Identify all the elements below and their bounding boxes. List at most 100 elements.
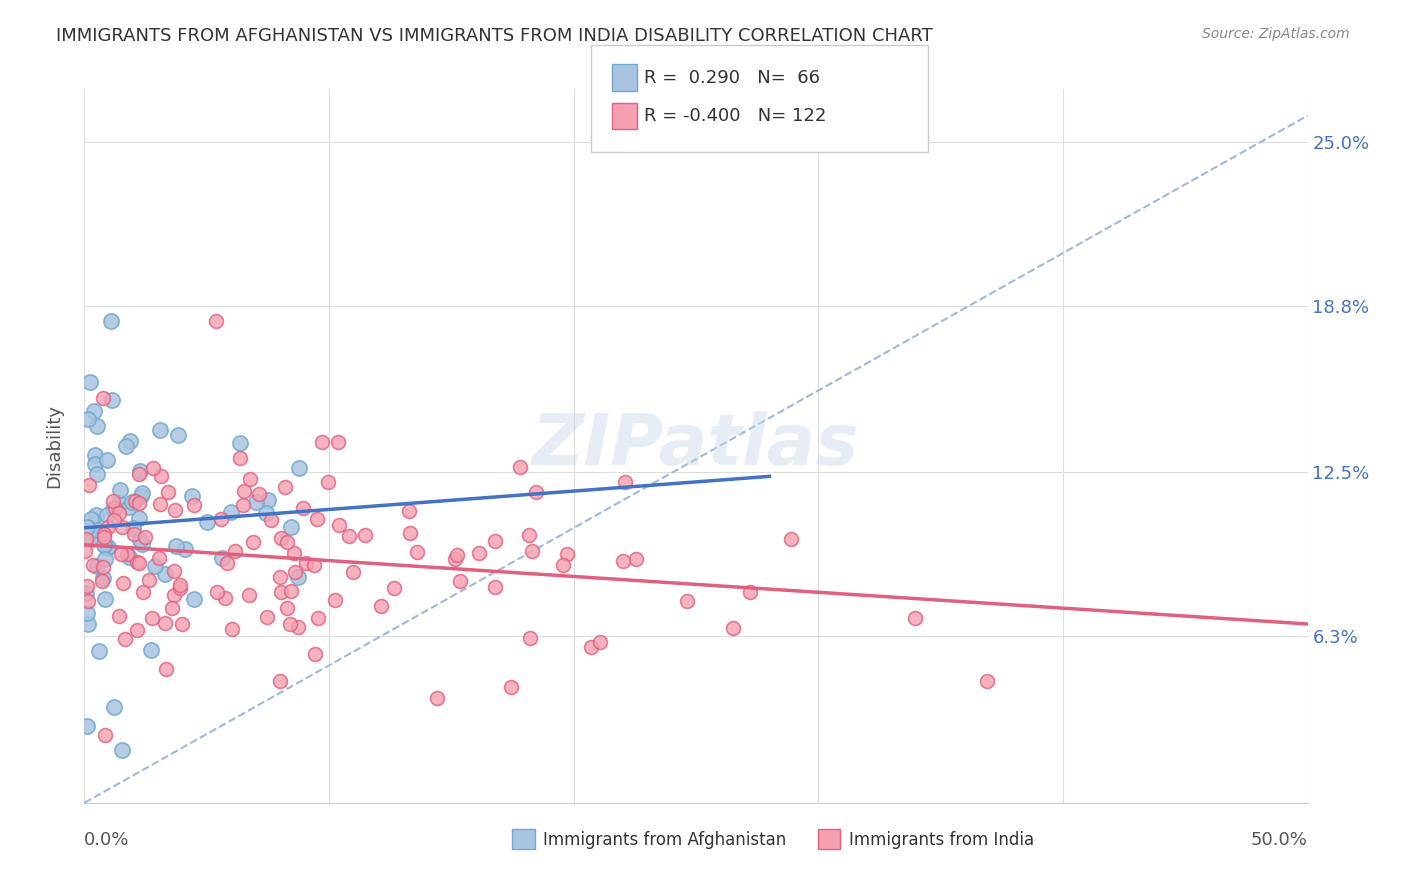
Immigrants from India: [519, 528, 541, 542]
Immigrants from India: [160, 601, 183, 615]
Immigrants from Afghanistan: [118, 500, 141, 515]
Immigrants from India: [626, 551, 648, 566]
Immigrants from India: [82, 558, 104, 572]
Immigrants from India: [284, 565, 307, 579]
Immigrants from Afghanistan: [87, 643, 110, 657]
Immigrants from India: [269, 570, 291, 584]
Immigrants from Afghanistan: [287, 461, 309, 475]
Immigrants from India: [589, 635, 612, 649]
Immigrants from Afghanistan: [149, 423, 172, 437]
Immigrants from India: [127, 623, 149, 637]
Immigrants from India: [229, 451, 252, 466]
Immigrants from India: [269, 673, 291, 688]
Immigrants from Afghanistan: [121, 521, 143, 535]
Text: Disability: Disability: [45, 404, 63, 488]
Immigrants from Afghanistan: [83, 457, 105, 471]
Immigrants from Afghanistan: [181, 489, 204, 503]
Immigrants from India: [75, 543, 97, 558]
Immigrants from India: [169, 581, 191, 595]
Immigrants from Afghanistan: [245, 495, 267, 509]
Immigrants from India: [449, 574, 471, 588]
Immigrants from Afghanistan: [83, 449, 105, 463]
Immigrants from Afghanistan: [129, 533, 152, 547]
Immigrants from India: [519, 631, 541, 645]
Immigrants from Afghanistan: [86, 418, 108, 433]
Immigrants from India: [328, 518, 350, 533]
Immigrants from India: [172, 617, 194, 632]
Immigrants from India: [128, 556, 150, 570]
Immigrants from India: [311, 435, 333, 450]
Immigrants from Afghanistan: [287, 570, 309, 584]
Immigrants from Afghanistan: [211, 551, 233, 566]
Immigrants from India: [307, 611, 329, 625]
FancyBboxPatch shape: [513, 830, 534, 849]
Immigrants from India: [509, 460, 531, 475]
Immigrants from India: [291, 501, 314, 516]
Immigrants from Afghanistan: [96, 541, 118, 555]
Immigrants from India: [307, 512, 329, 526]
Immigrants from India: [551, 558, 574, 572]
Immigrants from Afghanistan: [131, 485, 153, 500]
Immigrants from Afghanistan: [76, 606, 98, 620]
Immigrants from India: [276, 535, 298, 549]
Immigrants from Afghanistan: [254, 506, 277, 520]
Immigrants from Afghanistan: [165, 539, 187, 553]
Text: ZIPatlas: ZIPatlas: [533, 411, 859, 481]
Immigrants from Afghanistan: [86, 467, 108, 481]
Immigrants from Afghanistan: [86, 559, 108, 574]
Immigrants from India: [446, 548, 468, 562]
Immigrants from India: [141, 611, 163, 625]
Immigrants from India: [148, 551, 170, 566]
Immigrants from Afghanistan: [143, 558, 166, 573]
Immigrants from Afghanistan: [93, 552, 115, 566]
Immigrants from India: [104, 501, 127, 516]
Immigrants from India: [613, 475, 636, 489]
Immigrants from India: [484, 534, 506, 549]
Immigrants from Afghanistan: [86, 523, 108, 537]
Immigrants from Afghanistan: [117, 550, 139, 565]
Text: Immigrants from India: Immigrants from India: [849, 831, 1033, 849]
Immigrants from India: [97, 520, 120, 534]
Immigrants from India: [426, 691, 449, 706]
Immigrants from India: [270, 585, 292, 599]
Immigrants from Afghanistan: [79, 375, 101, 389]
Immigrants from India: [163, 564, 186, 578]
Immigrants from Afghanistan: [96, 453, 118, 467]
Immigrants from Afghanistan: [97, 540, 120, 554]
Immigrants from Afghanistan: [128, 510, 150, 524]
Immigrants from India: [103, 494, 125, 508]
Immigrants from India: [111, 520, 134, 534]
Immigrants from India: [342, 566, 364, 580]
Immigrants from India: [675, 594, 697, 608]
Immigrants from Afghanistan: [167, 428, 190, 442]
Immigrants from India: [239, 473, 262, 487]
Immigrants from India: [76, 594, 98, 608]
Immigrants from India: [295, 556, 318, 570]
Text: Immigrants from Afghanistan: Immigrants from Afghanistan: [543, 831, 786, 849]
Immigrants from India: [217, 557, 239, 571]
Immigrants from India: [276, 601, 298, 615]
Immigrants from India: [232, 484, 254, 499]
Immigrants from India: [323, 593, 346, 607]
Immigrants from India: [278, 616, 301, 631]
Immigrants from Afghanistan: [87, 531, 110, 545]
Immigrants from India: [111, 575, 134, 590]
Immigrants from India: [406, 544, 429, 558]
Immigrants from India: [316, 475, 339, 490]
Immigrants from Afghanistan: [118, 434, 141, 449]
Immigrants from India: [270, 532, 292, 546]
Immigrants from India: [91, 391, 114, 405]
Immigrants from India: [214, 591, 236, 606]
Immigrants from India: [398, 504, 420, 518]
Immigrants from India: [93, 559, 115, 574]
Immigrants from Afghanistan: [183, 591, 205, 606]
Immigrants from India: [107, 608, 129, 623]
Immigrants from India: [780, 532, 803, 546]
Immigrants from Afghanistan: [75, 586, 97, 600]
Immigrants from India: [205, 313, 228, 327]
Immigrants from India: [163, 503, 186, 517]
Immigrants from India: [134, 530, 156, 544]
Immigrants from Afghanistan: [101, 502, 124, 516]
Text: IMMIGRANTS FROM AFGHANISTAN VS IMMIGRANTS FROM INDIA DISABILITY CORRELATION CHAR: IMMIGRANTS FROM AFGHANISTAN VS IMMIGRANT…: [56, 27, 934, 45]
Immigrants from Afghanistan: [93, 538, 115, 552]
